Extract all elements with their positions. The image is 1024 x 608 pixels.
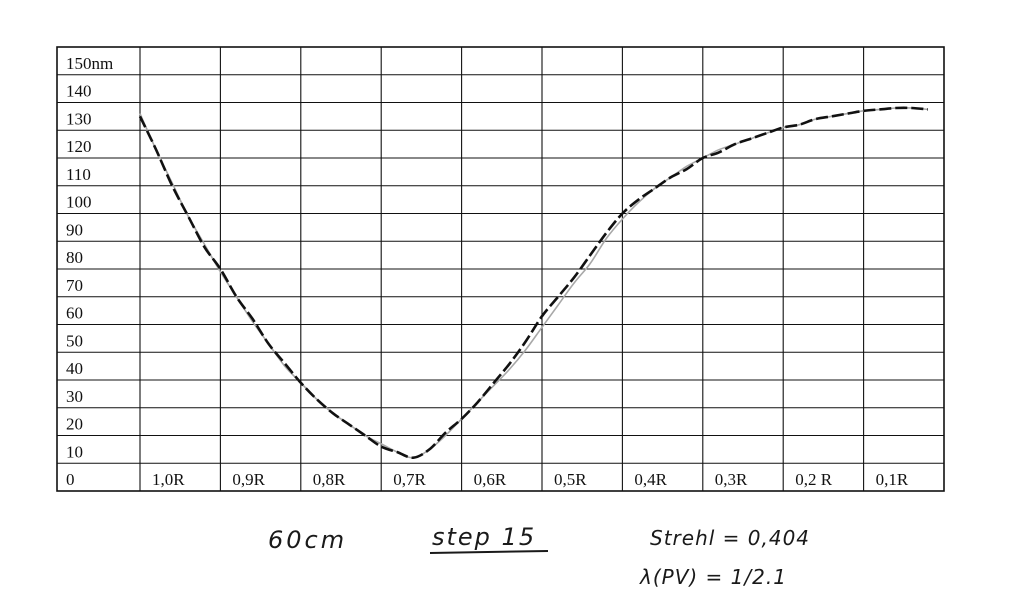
y-tick-label: 40 (66, 359, 83, 378)
chart-grid (56, 46, 945, 492)
x-tick-label: 0,7R (393, 470, 426, 489)
x-axis-tick-labels: 1,0R 0,9R 0,8R 0,7R 0,6R 0,5R 0,4R 0,3R 0,2 R 0,1… (152, 470, 909, 489)
y-tick-label: 90 (66, 220, 83, 239)
series-line-solid (139, 107, 928, 459)
y-tick-label: 120 (66, 137, 92, 156)
y-tick-label: 70 (66, 276, 83, 295)
y-tick-label: 30 (66, 387, 83, 406)
pv-note: λ(PV) = 1/2.1 (639, 565, 787, 589)
x-tick-label: 0,9R (232, 470, 265, 489)
x-tick-label: 0,2 R (795, 470, 833, 489)
step-underline (429, 550, 549, 554)
y-tick-label: 100 (66, 193, 92, 212)
y-tick-label: 130 (66, 109, 92, 128)
y-tick-label: 140 (66, 82, 92, 101)
y-tick-label: 60 (66, 304, 83, 323)
x-tick-label: 0,1R (876, 470, 909, 489)
step-note: step 15 (432, 523, 536, 551)
chart-series (138, 106, 929, 460)
y-tick-label: 20 (66, 415, 83, 434)
y-tick-label: 50 (66, 331, 83, 350)
x-tick-label: 0,6R (474, 470, 507, 489)
x-tick-label: 0,3R (715, 470, 748, 489)
strehl-note: Strehl = 0,404 (650, 526, 810, 550)
y-tick-label: 110 (66, 165, 91, 184)
x-tick-label: 0,4R (634, 470, 667, 489)
series-line-dashed (138, 106, 929, 460)
y-tick-label: 0 (66, 470, 75, 489)
handwritten-notes: 60cm step 15 Strehl = 0,404 λ(PV) = 1/2.… (268, 523, 810, 589)
x-tick-label: 0,8R (313, 470, 346, 489)
y-tick-label: 80 (66, 248, 83, 267)
y-tick-label: 10 (66, 442, 83, 461)
x-tick-label: 0,5R (554, 470, 587, 489)
y-tick-label: 150nm (66, 54, 113, 73)
distance-note: 60cm (268, 526, 347, 554)
x-tick-label: 1,0R (152, 470, 185, 489)
